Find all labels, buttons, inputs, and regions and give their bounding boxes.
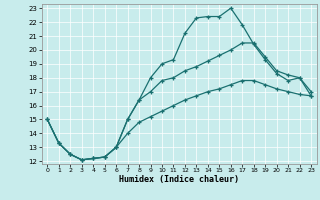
X-axis label: Humidex (Indice chaleur): Humidex (Indice chaleur): [119, 175, 239, 184]
